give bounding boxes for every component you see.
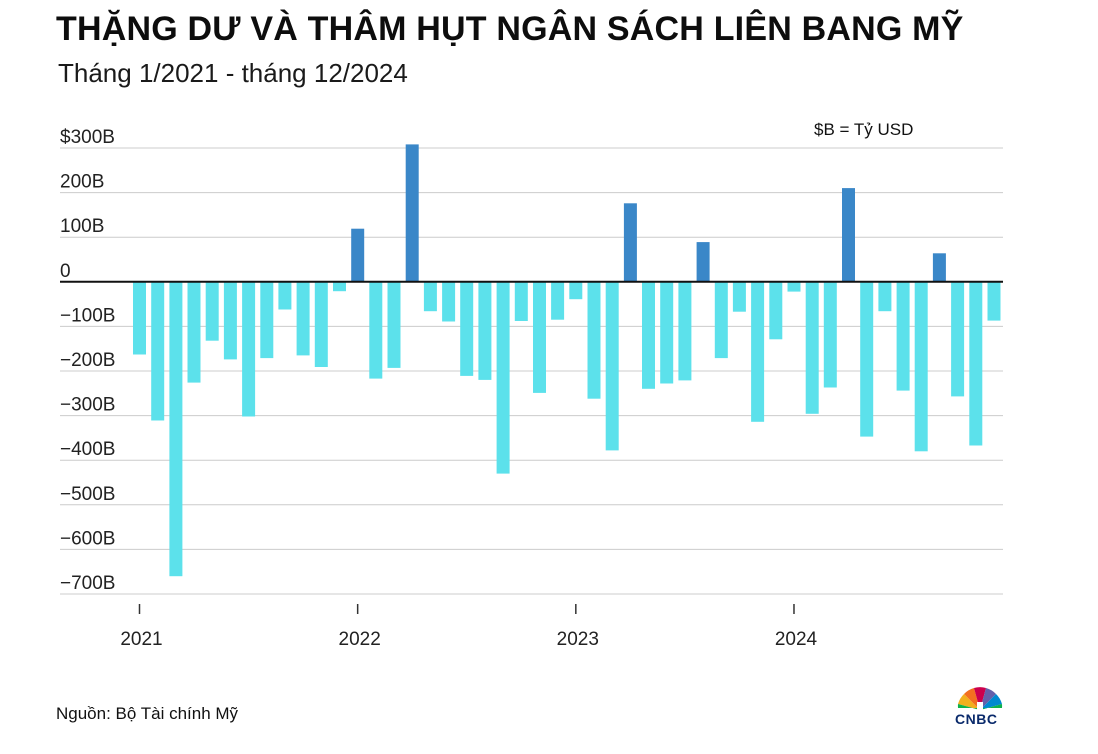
bar-5-2023 [642,281,655,389]
y-tick-label: 100B [60,216,104,237]
bar-1-2023 [569,281,583,300]
bar-6-2021 [223,281,237,360]
bar-4-2024 [842,188,855,282]
bar-5-2024 [860,281,874,437]
y-tick-label: −100B [60,305,115,326]
y-tick-label: $300B [60,127,115,148]
bar-4-2023 [623,203,637,282]
bar-6-2024 [878,281,892,312]
bar-9-2023 [714,281,728,359]
chart-subtitle: Tháng 1/2021 - tháng 12/2024 [58,58,408,88]
bar-6-2022 [442,281,456,322]
cnbc-logo-text: CNBC [955,711,998,727]
y-tick-label: 200B [60,172,104,193]
chart-title: THẶNG DƯ VÀ THÂM HỤT NGÂN SÁCH LIÊN BANG… [56,10,964,48]
y-tick-label: −600B [60,528,115,549]
bar-10-2021 [296,281,310,356]
bar-1-2024 [787,281,801,292]
bar-3-2024 [823,281,837,388]
bar-7-2022 [460,281,474,376]
bar-11-2024 [969,281,983,446]
peacock-logo-icon [957,687,1003,710]
bar-11-2021 [314,281,328,367]
x-tick-label: 2023 [557,629,599,650]
bar-7-2023 [678,281,692,381]
bar-12-2023 [769,281,783,340]
bar-12-2021 [333,281,346,292]
unit-note: $B = Tỷ USD [814,120,914,139]
source-note: Nguồn: Bộ Tài chính Mỹ [56,704,239,723]
bar-2-2023 [587,281,601,399]
bar-2-2022 [369,281,383,379]
y-tick-label: −700B [60,573,115,594]
bar-8-2021 [260,281,274,359]
bar-9-2021 [278,281,292,310]
bar-1-2022 [351,228,365,282]
y-tick-label: 0 [60,261,71,282]
y-tick-label: −500B [60,484,115,505]
x-tick-label: 2021 [120,629,162,650]
x-tick-label: 2022 [339,629,381,650]
bar-4-2022 [405,144,419,282]
bar-8-2024 [914,281,928,452]
bar-11-2023 [751,281,765,422]
bar-3-2021 [169,281,183,577]
y-tick-label: −300B [60,395,115,416]
bar-7-2024 [896,281,910,391]
y-tick-label: −400B [60,439,115,460]
bar-10-2024 [951,281,965,397]
x-tick-label: 2024 [775,629,818,650]
bar-11-2022 [533,281,546,393]
bar-1-2021 [133,281,146,355]
bar-9-2024 [932,253,946,282]
bar-3-2022 [387,281,401,368]
bar-5-2021 [205,281,219,341]
bar-8-2022 [478,281,492,380]
bar-7-2021 [242,281,256,417]
bar-9-2022 [496,281,510,474]
bar-4-2021 [187,281,201,383]
bar-8-2023 [696,242,710,282]
bar-10-2023 [732,281,746,312]
y-tick-label: −200B [60,350,115,371]
bar-5-2022 [423,281,437,312]
bar-2-2024 [805,281,819,414]
bar-12-2022 [551,281,565,320]
bar-6-2023 [660,281,674,384]
bar-3-2023 [605,281,619,451]
bar-12-2024 [987,281,1001,321]
bar-10-2022 [514,281,528,321]
bar-2-2021 [151,281,165,421]
